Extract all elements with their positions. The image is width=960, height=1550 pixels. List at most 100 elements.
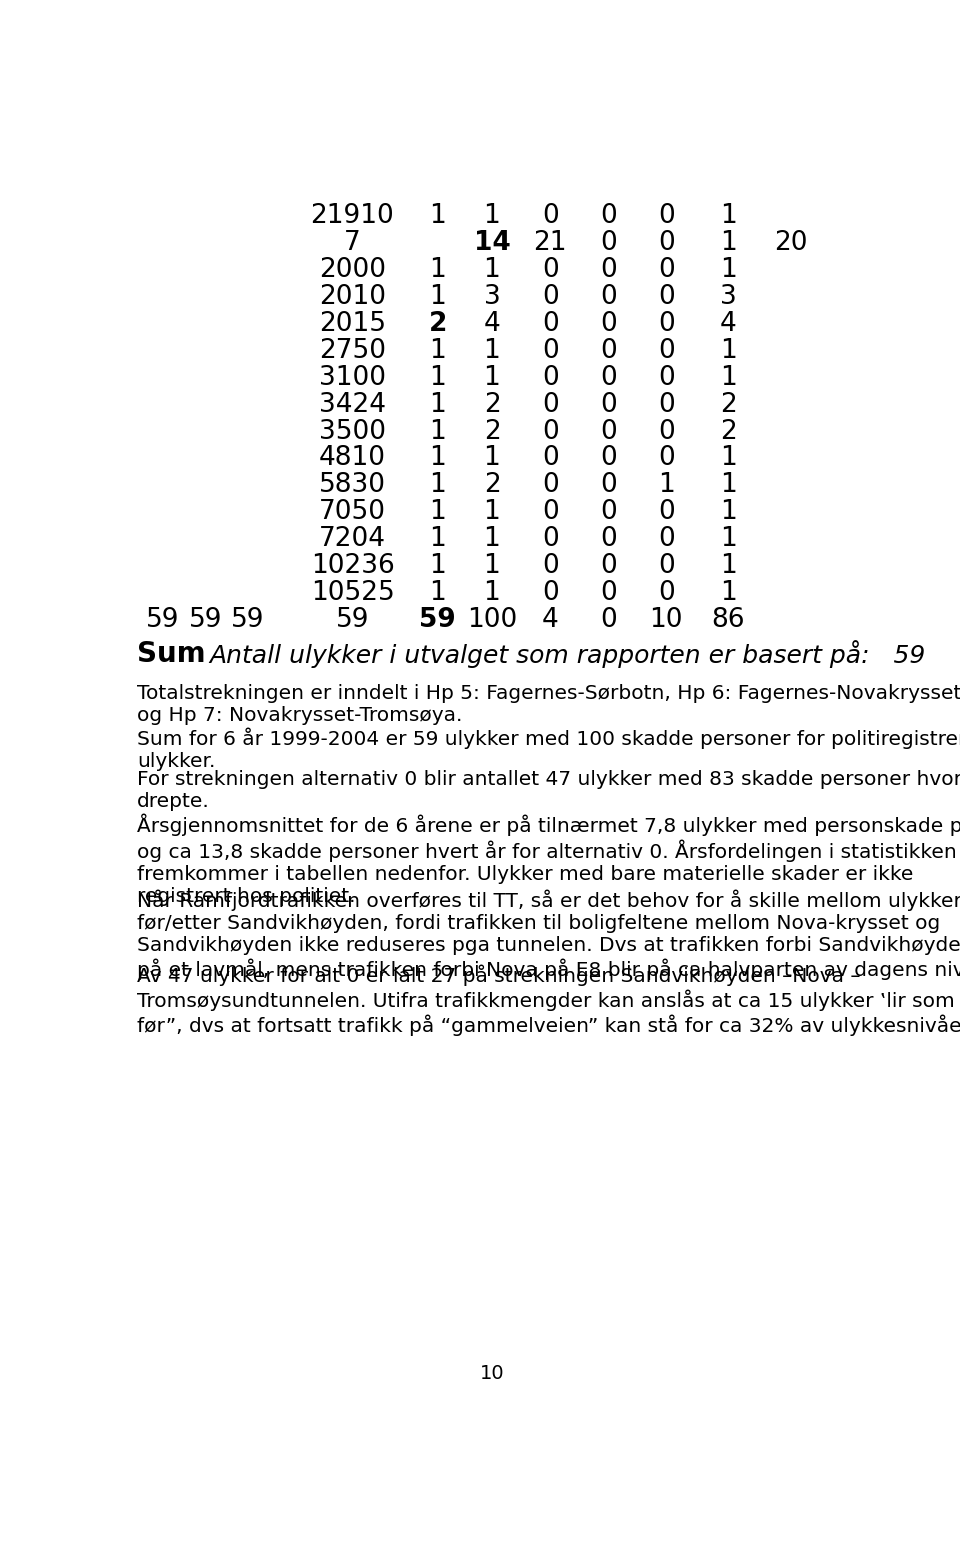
Text: 1: 1 (484, 203, 500, 229)
Text: 0: 0 (600, 257, 616, 282)
Text: 1: 1 (720, 580, 736, 606)
Text: 0: 0 (541, 203, 559, 229)
Text: 0: 0 (658, 310, 675, 336)
Text: 0: 0 (541, 284, 559, 310)
Text: 0: 0 (600, 553, 616, 580)
Text: 0: 0 (658, 392, 675, 417)
Text: 59: 59 (231, 608, 265, 634)
Text: 7050: 7050 (319, 499, 386, 525)
Text: 0: 0 (541, 338, 559, 364)
Text: 0: 0 (600, 445, 616, 471)
Text: 1: 1 (658, 473, 675, 499)
Text: 20: 20 (774, 229, 807, 256)
Text: 10236: 10236 (311, 553, 395, 580)
Text: 1: 1 (720, 527, 736, 552)
Text: 3: 3 (484, 284, 500, 310)
Text: 4: 4 (484, 310, 500, 336)
Text: 59: 59 (146, 608, 180, 634)
Text: 0: 0 (541, 257, 559, 282)
Text: 1: 1 (484, 499, 500, 525)
Text: Sum: Sum (137, 640, 205, 668)
Text: 1: 1 (429, 499, 446, 525)
Text: 1: 1 (429, 580, 446, 606)
Text: 0: 0 (658, 499, 675, 525)
Text: 2: 2 (720, 392, 736, 417)
Text: Antall ulykker i utvalget som rapporten er basert på:   59: Antall ulykker i utvalget som rapporten … (209, 640, 925, 668)
Text: 1: 1 (484, 257, 500, 282)
Text: 1: 1 (429, 364, 446, 391)
Text: 1: 1 (429, 527, 446, 552)
Text: 1: 1 (429, 445, 446, 471)
Text: 1: 1 (484, 445, 500, 471)
Text: 59: 59 (188, 608, 222, 634)
Text: 2010: 2010 (319, 284, 386, 310)
Text: 3424: 3424 (319, 392, 386, 417)
Text: 0: 0 (600, 364, 616, 391)
Text: 0: 0 (600, 392, 616, 417)
Text: 1: 1 (720, 257, 736, 282)
Text: 1: 1 (484, 580, 500, 606)
Text: Årsgjennomsnittet for de 6 årene er på tilnærmet 7,8 ulykker med personskade pr : Årsgjennomsnittet for de 6 årene er på t… (137, 814, 960, 907)
Text: Totalstrekningen er inndelt i Hp 5: Fagernes-Sørbotn, Hp 6: Fagernes-Novakrysset: Totalstrekningen er inndelt i Hp 5: Fage… (137, 684, 960, 725)
Text: 0: 0 (658, 257, 675, 282)
Text: 1: 1 (429, 284, 446, 310)
Text: 1: 1 (429, 203, 446, 229)
Text: 0: 0 (541, 364, 559, 391)
Text: 1: 1 (429, 418, 446, 445)
Text: 1: 1 (484, 527, 500, 552)
Text: 0: 0 (600, 580, 616, 606)
Text: 100: 100 (467, 608, 517, 634)
Text: For strekningen alternativ 0 blir antallet 47 ulykker med 83 skadde personer hvo: For strekningen alternativ 0 blir antall… (137, 770, 960, 812)
Text: 0: 0 (658, 203, 675, 229)
Text: 1: 1 (484, 364, 500, 391)
Text: 0: 0 (600, 229, 616, 256)
Text: 3500: 3500 (319, 418, 386, 445)
Text: 2: 2 (484, 392, 500, 417)
Text: 3: 3 (720, 284, 736, 310)
Text: 0: 0 (541, 527, 559, 552)
Text: 1: 1 (720, 445, 736, 471)
Text: 0: 0 (541, 580, 559, 606)
Text: 0: 0 (600, 527, 616, 552)
Text: 1: 1 (720, 499, 736, 525)
Text: 0: 0 (600, 473, 616, 499)
Text: 2: 2 (428, 310, 447, 336)
Text: 0: 0 (541, 473, 559, 499)
Text: 0: 0 (658, 580, 675, 606)
Text: 3100: 3100 (319, 364, 386, 391)
Text: 86: 86 (711, 608, 745, 634)
Text: 2000: 2000 (319, 257, 386, 282)
Text: 0: 0 (658, 364, 675, 391)
Text: 0: 0 (658, 229, 675, 256)
Text: 2: 2 (484, 473, 500, 499)
Text: 7204: 7204 (319, 527, 386, 552)
Text: 14: 14 (473, 229, 511, 256)
Text: 0: 0 (658, 527, 675, 552)
Text: 0: 0 (541, 445, 559, 471)
Text: 0: 0 (658, 284, 675, 310)
Text: 0: 0 (541, 499, 559, 525)
Text: 5830: 5830 (319, 473, 386, 499)
Text: 10: 10 (480, 1364, 504, 1383)
Text: 21: 21 (534, 229, 566, 256)
Text: 0: 0 (600, 310, 616, 336)
Text: 1: 1 (720, 473, 736, 499)
Text: 1: 1 (429, 338, 446, 364)
Text: 0: 0 (541, 310, 559, 336)
Text: 0: 0 (600, 203, 616, 229)
Text: 2750: 2750 (319, 338, 386, 364)
Text: 1: 1 (720, 229, 736, 256)
Text: 1: 1 (720, 364, 736, 391)
Text: 10: 10 (650, 608, 684, 634)
Text: 1: 1 (484, 338, 500, 364)
Text: Sum for 6 år 1999-2004 er 59 ulykker med 100 skadde personer for politiregistrer: Sum for 6 år 1999-2004 er 59 ulykker med… (137, 727, 960, 770)
Text: 1: 1 (429, 392, 446, 417)
Text: 2015: 2015 (319, 310, 386, 336)
Text: 0: 0 (600, 499, 616, 525)
Text: 1: 1 (720, 203, 736, 229)
Text: 0: 0 (600, 338, 616, 364)
Text: 1: 1 (429, 553, 446, 580)
Text: 0: 0 (600, 418, 616, 445)
Text: 21910: 21910 (311, 203, 395, 229)
Text: Når Ramfjordtrafikken overføres til TT, så er det behov for å skille mellom ulyk: Når Ramfjordtrafikken overføres til TT, … (137, 890, 960, 980)
